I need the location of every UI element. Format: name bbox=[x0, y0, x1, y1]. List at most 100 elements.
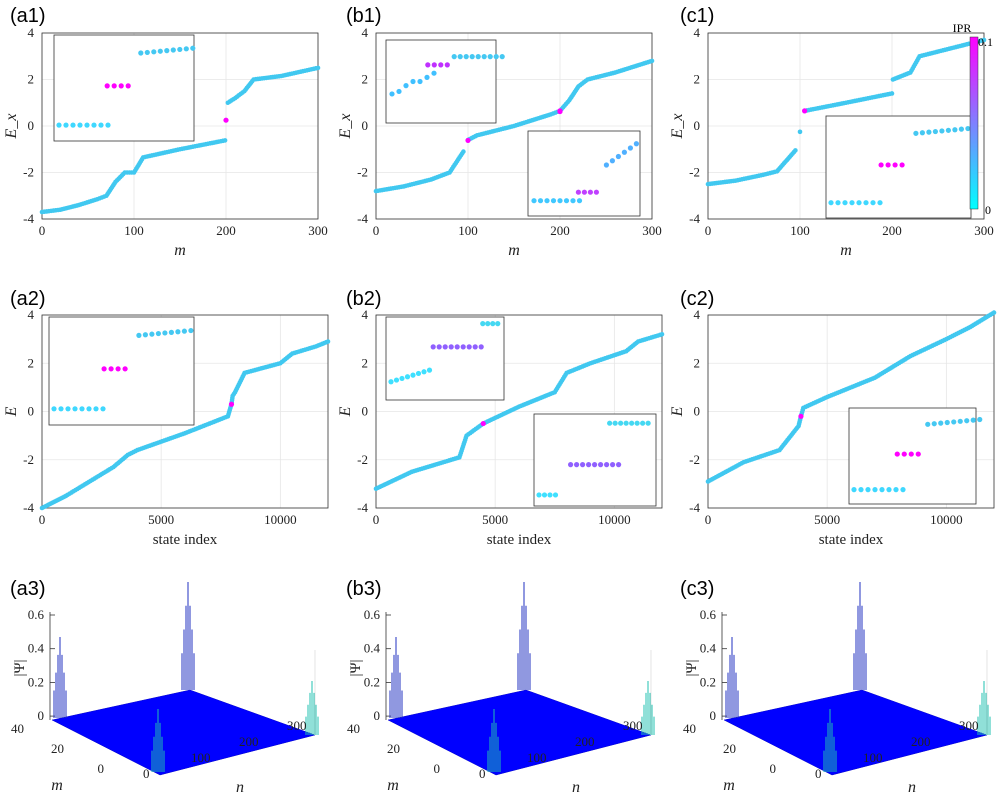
panel-a1: (a1) 0 100 200 300 4 2 0 -2 -4 m E_x bbox=[3, 5, 328, 259]
x-axis-label: m bbox=[174, 242, 186, 259]
inset-point bbox=[417, 78, 423, 85]
inset-point bbox=[952, 127, 958, 133]
inset-point bbox=[563, 198, 570, 204]
data-point bbox=[991, 310, 997, 315]
inset-point bbox=[879, 487, 885, 493]
inset-point bbox=[157, 48, 163, 54]
surface-floor bbox=[51, 689, 316, 776]
inset-point bbox=[640, 420, 646, 426]
panel-c1: (c1) 0 100 200 300 4 2 0 -2 -4 m E_x bbox=[669, 5, 994, 259]
y-tick-label: -2 bbox=[689, 452, 700, 467]
inset-point bbox=[915, 451, 921, 457]
m-axis-label: m bbox=[387, 777, 399, 794]
y-axis-label: E_x bbox=[669, 114, 686, 140]
inset-frame bbox=[385, 316, 505, 401]
y-tick-label: -2 bbox=[357, 165, 368, 180]
inset-point bbox=[612, 420, 618, 426]
inset-point bbox=[77, 122, 83, 128]
inset-point bbox=[162, 330, 168, 336]
panel-b1: (b1) 0 100 200 300 4 2 0 -2 -4 m E_x bbox=[337, 5, 662, 259]
y-tick-label: -4 bbox=[357, 211, 368, 226]
x-tick-label: 5000 bbox=[814, 512, 840, 527]
y-tick-label: 4 bbox=[694, 25, 701, 40]
inset-point bbox=[616, 462, 622, 468]
inset-point bbox=[155, 330, 161, 337]
inset-point bbox=[70, 122, 76, 128]
panel-label: (b2) bbox=[346, 288, 382, 310]
z-tick-label: 0 bbox=[374, 708, 381, 723]
inset-point bbox=[403, 83, 409, 89]
z-tick-label: 0.2 bbox=[700, 674, 716, 689]
inset-point bbox=[149, 331, 155, 337]
inset-point bbox=[574, 462, 580, 468]
axes-frame bbox=[707, 32, 985, 220]
panel-label: (b3) bbox=[346, 578, 382, 600]
inset-point bbox=[51, 406, 57, 412]
inset-point bbox=[587, 189, 594, 195]
n-tick-label: 0 bbox=[143, 766, 150, 781]
inset-point bbox=[926, 129, 932, 135]
inset-point bbox=[393, 377, 400, 383]
inset-point bbox=[151, 49, 157, 55]
inset-point bbox=[885, 162, 891, 168]
inset-point bbox=[144, 49, 150, 56]
y-axis-label: E bbox=[3, 406, 20, 417]
inset-point bbox=[901, 451, 907, 457]
n-tick-label: 200 bbox=[575, 734, 595, 749]
x-tick-label: 100 bbox=[458, 223, 478, 238]
inset bbox=[848, 407, 983, 505]
x-tick-label: 0 bbox=[39, 223, 46, 238]
inset-point bbox=[604, 462, 610, 468]
inset-point bbox=[454, 344, 460, 350]
y-tick-label: -4 bbox=[23, 500, 34, 515]
z-axis-label: |Ψ| bbox=[12, 659, 28, 676]
y-tick-label: 4 bbox=[28, 25, 35, 40]
panel-a2: (a2) 0 5000 10000 4 2 0 -2 -4 state index E bbox=[3, 288, 331, 548]
inset-point bbox=[101, 366, 107, 372]
colorbar: IPR 0.1 0 bbox=[953, 21, 993, 217]
panel-label: (a1) bbox=[10, 5, 46, 27]
panel-label: (b1) bbox=[346, 5, 382, 27]
x-axis-label: state index bbox=[153, 532, 218, 548]
data-point bbox=[889, 91, 895, 96]
inset-point bbox=[865, 487, 871, 493]
edge-state-point bbox=[223, 117, 229, 123]
y-tick-label: 2 bbox=[28, 72, 35, 87]
data-point bbox=[797, 129, 803, 135]
inset-point bbox=[469, 54, 475, 60]
inset-point bbox=[618, 420, 624, 426]
data-point bbox=[793, 148, 798, 153]
inset-point bbox=[142, 332, 148, 338]
y-tick-label: -4 bbox=[689, 500, 700, 515]
inset-point bbox=[970, 417, 976, 423]
colorbar-title: IPR bbox=[953, 21, 972, 35]
y-tick-label: -2 bbox=[689, 165, 700, 180]
inset-point bbox=[863, 200, 869, 206]
inset-point bbox=[415, 370, 422, 377]
y-axis-label: E bbox=[669, 406, 686, 417]
inset-point bbox=[958, 126, 965, 132]
y-tick-label: 2 bbox=[362, 355, 369, 370]
inset-point bbox=[460, 344, 466, 350]
inset-point bbox=[86, 406, 92, 412]
inset-point bbox=[870, 200, 876, 206]
x-tick-label: 300 bbox=[974, 223, 994, 238]
z-tick-label: 0.2 bbox=[364, 674, 380, 689]
colorbar-max-label: 0.1 bbox=[978, 35, 993, 49]
inset-point bbox=[396, 88, 402, 95]
y-tick-label: -2 bbox=[357, 452, 368, 467]
n-tick-label: 300 bbox=[623, 718, 643, 733]
edge-state-point bbox=[798, 413, 804, 419]
inset-point bbox=[586, 462, 592, 468]
x-tick-label: 300 bbox=[642, 223, 662, 238]
inset-point bbox=[856, 200, 862, 206]
inset-point bbox=[125, 83, 131, 89]
inset-point bbox=[65, 406, 71, 412]
inset-point bbox=[900, 487, 906, 493]
inset-point bbox=[541, 492, 548, 498]
inset-point bbox=[615, 153, 622, 160]
inset-point bbox=[939, 128, 945, 134]
inset-point bbox=[399, 375, 405, 382]
